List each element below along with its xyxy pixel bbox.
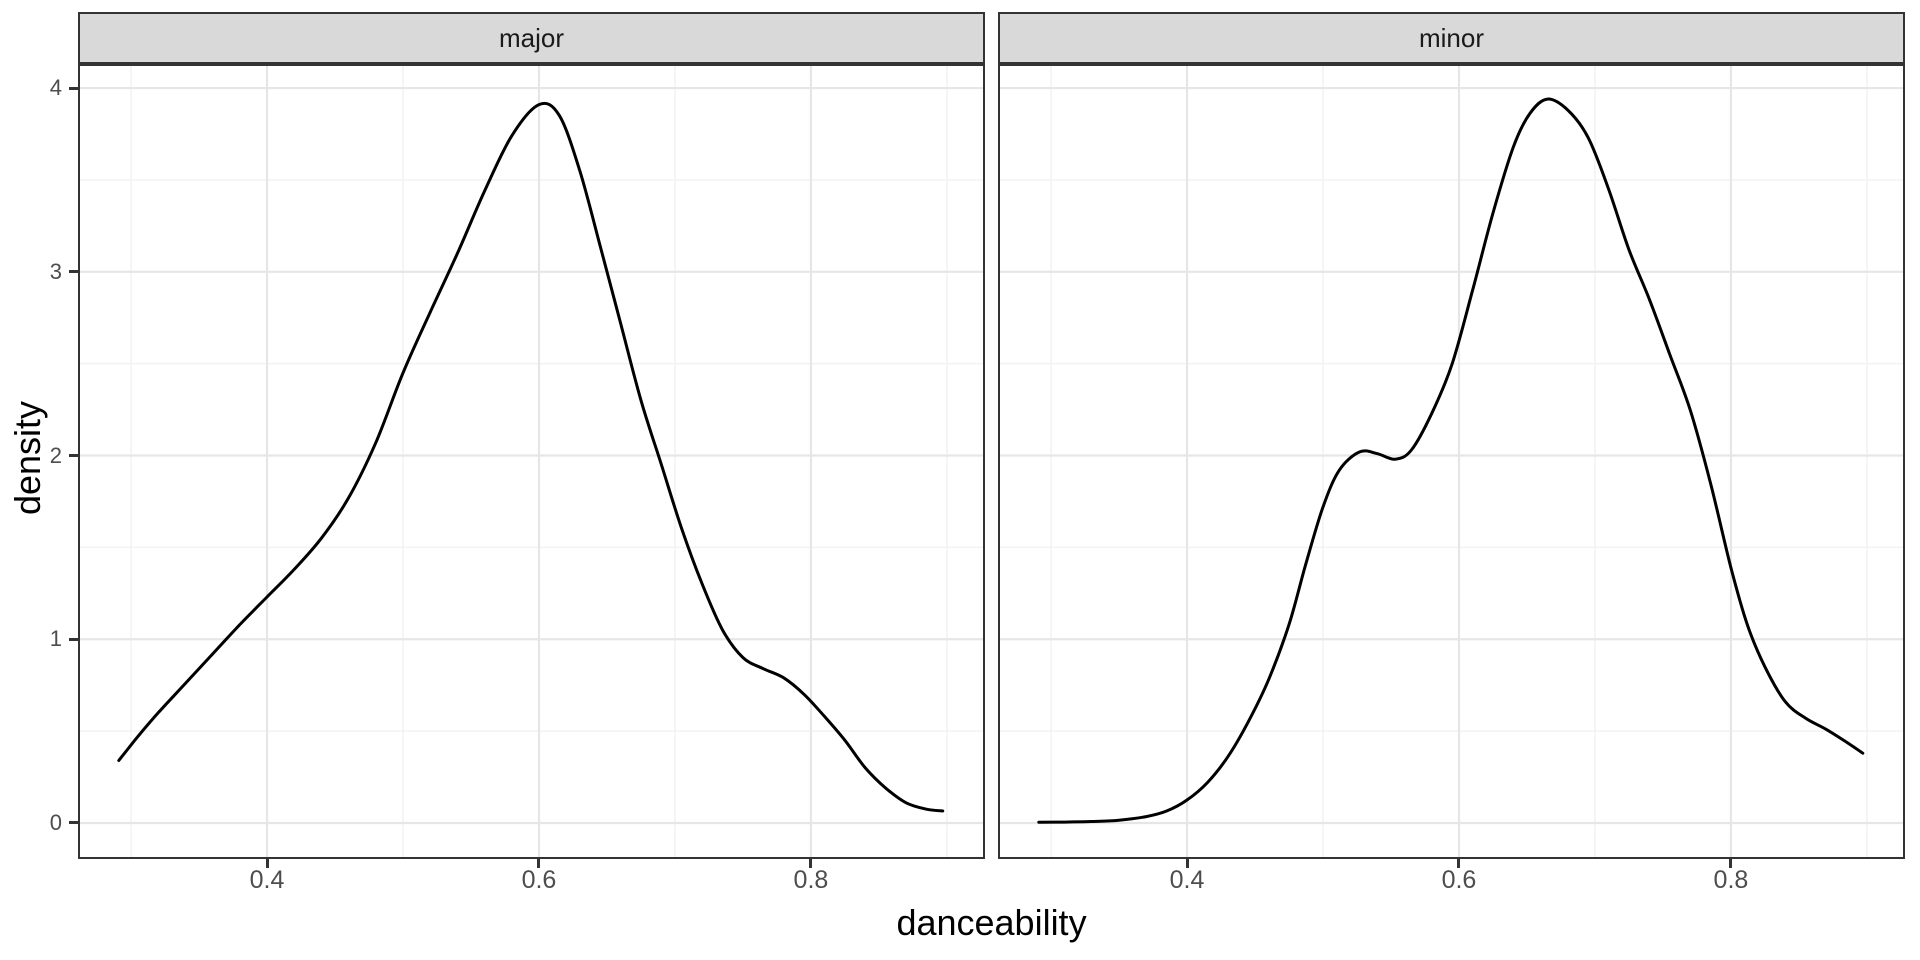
facet-panel-major <box>78 64 985 859</box>
y-axis-tick <box>69 637 78 641</box>
x-axis-tick-label: 0.8 <box>1713 866 1749 894</box>
x-axis-tick-label: 0.4 <box>1169 866 1205 894</box>
x-axis-title: danceability <box>896 902 1087 943</box>
x-axis-tick <box>265 859 269 868</box>
y-axis-tick-label: 2 <box>49 442 62 468</box>
y-axis-tick-label: 0 <box>49 809 62 835</box>
panel-canvas-major <box>78 64 985 859</box>
x-axis-tick-label: 0.6 <box>521 866 557 894</box>
y-axis-tick-label: 1 <box>49 626 62 652</box>
x-axis-tick <box>1729 859 1733 868</box>
y-axis-tick <box>69 821 78 825</box>
panel-border <box>998 64 1905 859</box>
density-curve-major <box>117 101 945 813</box>
y-axis-tick <box>69 454 78 458</box>
y-axis-tick-label: 4 <box>49 75 62 101</box>
x-axis-tick <box>537 859 541 868</box>
facet-strip-minor: minor <box>998 12 1905 64</box>
x-axis-tick <box>1185 859 1189 868</box>
facet-strip-label-major: major <box>498 23 564 53</box>
x-axis-tick <box>1457 859 1461 868</box>
facet-strip-label-minor: minor <box>1418 23 1484 53</box>
panel-canvas-minor <box>998 64 1905 859</box>
x-axis-tick-label: 0.8 <box>793 866 829 894</box>
x-axis-tick-label: 0.4 <box>249 866 285 894</box>
y-axis-tick <box>69 270 78 274</box>
facet-strip-major: major <box>78 12 985 64</box>
panel-border <box>78 64 985 859</box>
x-axis-tick <box>809 859 813 868</box>
density-curve-minor <box>1037 97 1865 824</box>
facet-panel-minor <box>998 64 1905 859</box>
y-axis-tick <box>69 86 78 90</box>
x-axis-tick-label: 0.6 <box>1441 866 1477 894</box>
y-axis-tick-label: 3 <box>49 258 62 284</box>
